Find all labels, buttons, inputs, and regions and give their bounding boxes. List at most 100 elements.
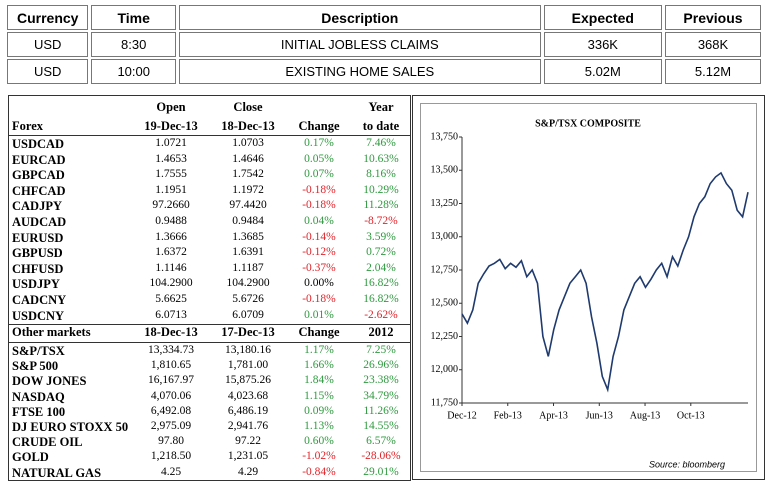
cell: 1.66% <box>304 359 334 372</box>
cell: 1.13% <box>304 420 334 432</box>
y-tick-label: 12,250 <box>431 331 459 342</box>
cell: 1.0721 <box>155 137 187 149</box>
cell: 104.2900 <box>149 277 193 290</box>
line-series <box>461 171 749 393</box>
x-tick-label: Dec-12 <box>447 410 476 421</box>
cell: 15,875.26 <box>225 374 271 387</box>
rule <box>9 324 410 325</box>
cell: -0.14% <box>302 230 336 243</box>
row-label: EURCAD <box>12 152 66 167</box>
cell: 16.82% <box>363 293 399 305</box>
cell: 1.1146 <box>155 261 187 274</box>
cell: 5.6625 <box>155 293 187 305</box>
cell: 2,941.76 <box>227 420 269 432</box>
cell: -28.06% <box>361 450 401 463</box>
cell: 1.1951 <box>155 183 187 196</box>
cell: Change <box>298 119 340 133</box>
cell: USD <box>7 32 89 57</box>
cell: 10:00 <box>91 59 176 84</box>
cell: 4,023.68 <box>227 389 269 402</box>
cell: 7.25% <box>366 344 396 356</box>
cell: 6.57% <box>366 435 396 448</box>
x-tick-label: Jun-13 <box>586 410 613 421</box>
cell: 8:30 <box>91 32 176 57</box>
cell: 14.55% <box>363 420 399 432</box>
chart-frame <box>412 95 765 480</box>
cell: 97.22 <box>235 435 261 448</box>
cell: -0.84% <box>302 465 336 478</box>
cell: 368K <box>665 32 761 57</box>
cell: 1.4646 <box>232 152 264 165</box>
cell: 0.05% <box>304 152 334 165</box>
cell: 1.6372 <box>155 246 187 259</box>
cell: 6.0713 <box>155 308 187 321</box>
row-label: USDCAD <box>12 137 65 151</box>
cell: USD <box>7 59 89 84</box>
x-tick-label: Apr-13 <box>539 410 568 421</box>
chart-inner-frame <box>420 103 757 472</box>
cell: 1,218.50 <box>150 450 192 463</box>
cell: 0.9484 <box>232 215 264 227</box>
cell: 104.2900 <box>226 277 270 290</box>
cell: 1.0703 <box>232 137 264 149</box>
row-label: GBPUSD <box>12 246 63 261</box>
row-label: CHFUSD <box>12 261 64 276</box>
row-label: NASDAQ <box>12 389 65 404</box>
cell: EXISTING HOME SALES <box>178 59 541 84</box>
cell: 11.28% <box>363 199 399 212</box>
cell: 23.38% <box>363 374 399 387</box>
cell: 336K <box>543 32 662 57</box>
row-label: CADCNY <box>12 293 67 307</box>
x-tick-label: Aug-13 <box>630 410 661 421</box>
cell: 13,334.73 <box>148 344 194 356</box>
row-label: GBPCAD <box>12 168 65 183</box>
y-tick-label: 13,000 <box>431 231 459 242</box>
y-tick-label: 12,750 <box>431 264 459 275</box>
cell: 5.6726 <box>232 293 264 305</box>
cell: -1.02% <box>302 450 336 463</box>
cell: 97.4420 <box>229 199 267 212</box>
cell: 4,070.06 <box>150 389 192 402</box>
row-label: GOLD <box>12 450 49 465</box>
cell: 3.59% <box>366 230 396 243</box>
cell: 11.26% <box>363 404 399 417</box>
cell: 0.07% <box>304 168 334 181</box>
cell: 0.01% <box>304 308 334 321</box>
cell: 1,231.05 <box>227 450 269 463</box>
cell: 5.02M <box>543 59 662 84</box>
calendar-table: Currency Time Description Expected Previous U… <box>4 3 764 86</box>
row-label: USDCNY <box>12 308 65 323</box>
cell: 10.63% <box>363 152 399 165</box>
cell: 0.9488 <box>155 215 187 227</box>
row-label: CADJPY <box>12 199 62 214</box>
cell: 5.12M <box>665 59 761 84</box>
cell: 1.15% <box>304 389 334 402</box>
cell: 97.2660 <box>152 199 190 212</box>
cell: 18-Dec-13 <box>221 119 275 133</box>
header-cell: Currency <box>7 5 89 30</box>
cell: -0.18% <box>302 183 336 196</box>
cell: 1.4653 <box>155 152 187 165</box>
cell: -0.18% <box>302 199 336 212</box>
row-label: DJ EURO STOXX 50 <box>12 420 129 434</box>
row-label: S&P 500 <box>12 359 59 374</box>
cell: 16,167.97 <box>148 374 194 387</box>
cell: 1.1972 <box>232 183 264 196</box>
x-tick-label: Oct-13 <box>677 410 705 421</box>
rule <box>9 342 410 343</box>
cell: 1.7542 <box>232 168 264 181</box>
y-tick-label: 13,750 <box>431 131 459 142</box>
cell: 1.3666 <box>155 230 187 243</box>
cell: 1.84% <box>304 374 334 387</box>
cell: 1.3685 <box>232 230 264 243</box>
cell: 4.29 <box>237 465 259 478</box>
row-label: FTSE 100 <box>12 404 66 419</box>
cell: -0.12% <box>302 246 336 259</box>
cell: 26.96% <box>363 359 399 372</box>
cell: 2012 <box>368 325 394 339</box>
cell: Close <box>233 100 263 114</box>
cell: 29.01% <box>363 465 399 478</box>
cell: 6.0709 <box>232 308 264 321</box>
row-label: Forex <box>12 119 44 133</box>
